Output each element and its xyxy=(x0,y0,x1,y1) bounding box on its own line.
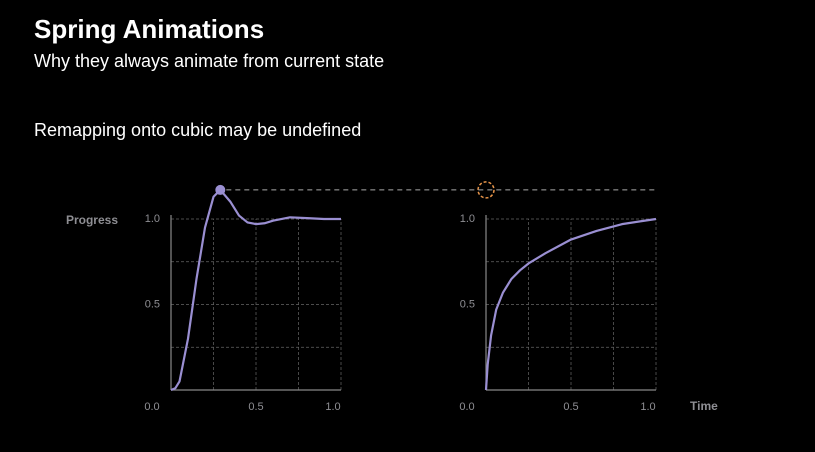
line xyxy=(170,188,341,392)
x-tick-label: 0.0 xyxy=(459,401,474,413)
highlight-point xyxy=(215,184,226,195)
x-tick-label: 0.5 xyxy=(563,401,578,413)
x-tick-label: 0.0 xyxy=(144,401,159,413)
x-tick-label: 0.5 xyxy=(248,401,263,413)
y-tick-label: 1.0 xyxy=(460,213,475,225)
y-tick-label: 0.5 xyxy=(145,298,160,310)
line xyxy=(484,217,657,391)
y-tick-label: 0.5 xyxy=(460,298,475,310)
slide-heading: Remapping onto cubic may be undefined xyxy=(34,120,361,140)
x-tick-label: 1.0 xyxy=(325,401,340,413)
x-tick-label: 1.0 xyxy=(640,401,655,413)
undefined-point xyxy=(477,181,495,199)
y-axis-label: Progress xyxy=(66,213,118,227)
y-tick-label: 1.0 xyxy=(145,213,160,225)
slide-title: Spring Animations xyxy=(34,14,264,44)
slide-subtitle: Why they always animate from current sta… xyxy=(34,51,384,71)
x-axis-label: Time xyxy=(690,399,718,413)
